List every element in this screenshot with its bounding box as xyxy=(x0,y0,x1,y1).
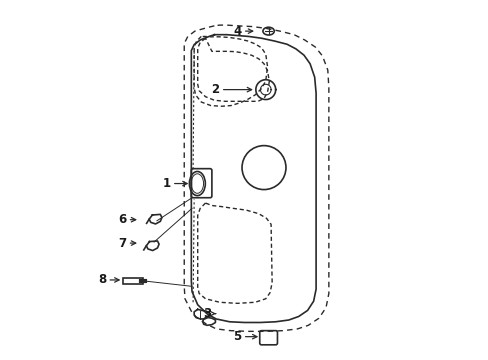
Text: 5: 5 xyxy=(233,330,241,343)
Text: 7: 7 xyxy=(118,237,126,249)
Text: 2: 2 xyxy=(211,83,219,96)
Bar xyxy=(123,278,142,284)
Text: 6: 6 xyxy=(118,213,126,226)
Text: 3: 3 xyxy=(203,307,211,320)
Text: 1: 1 xyxy=(162,177,170,190)
Text: 4: 4 xyxy=(233,24,241,38)
Text: 8: 8 xyxy=(98,274,106,287)
